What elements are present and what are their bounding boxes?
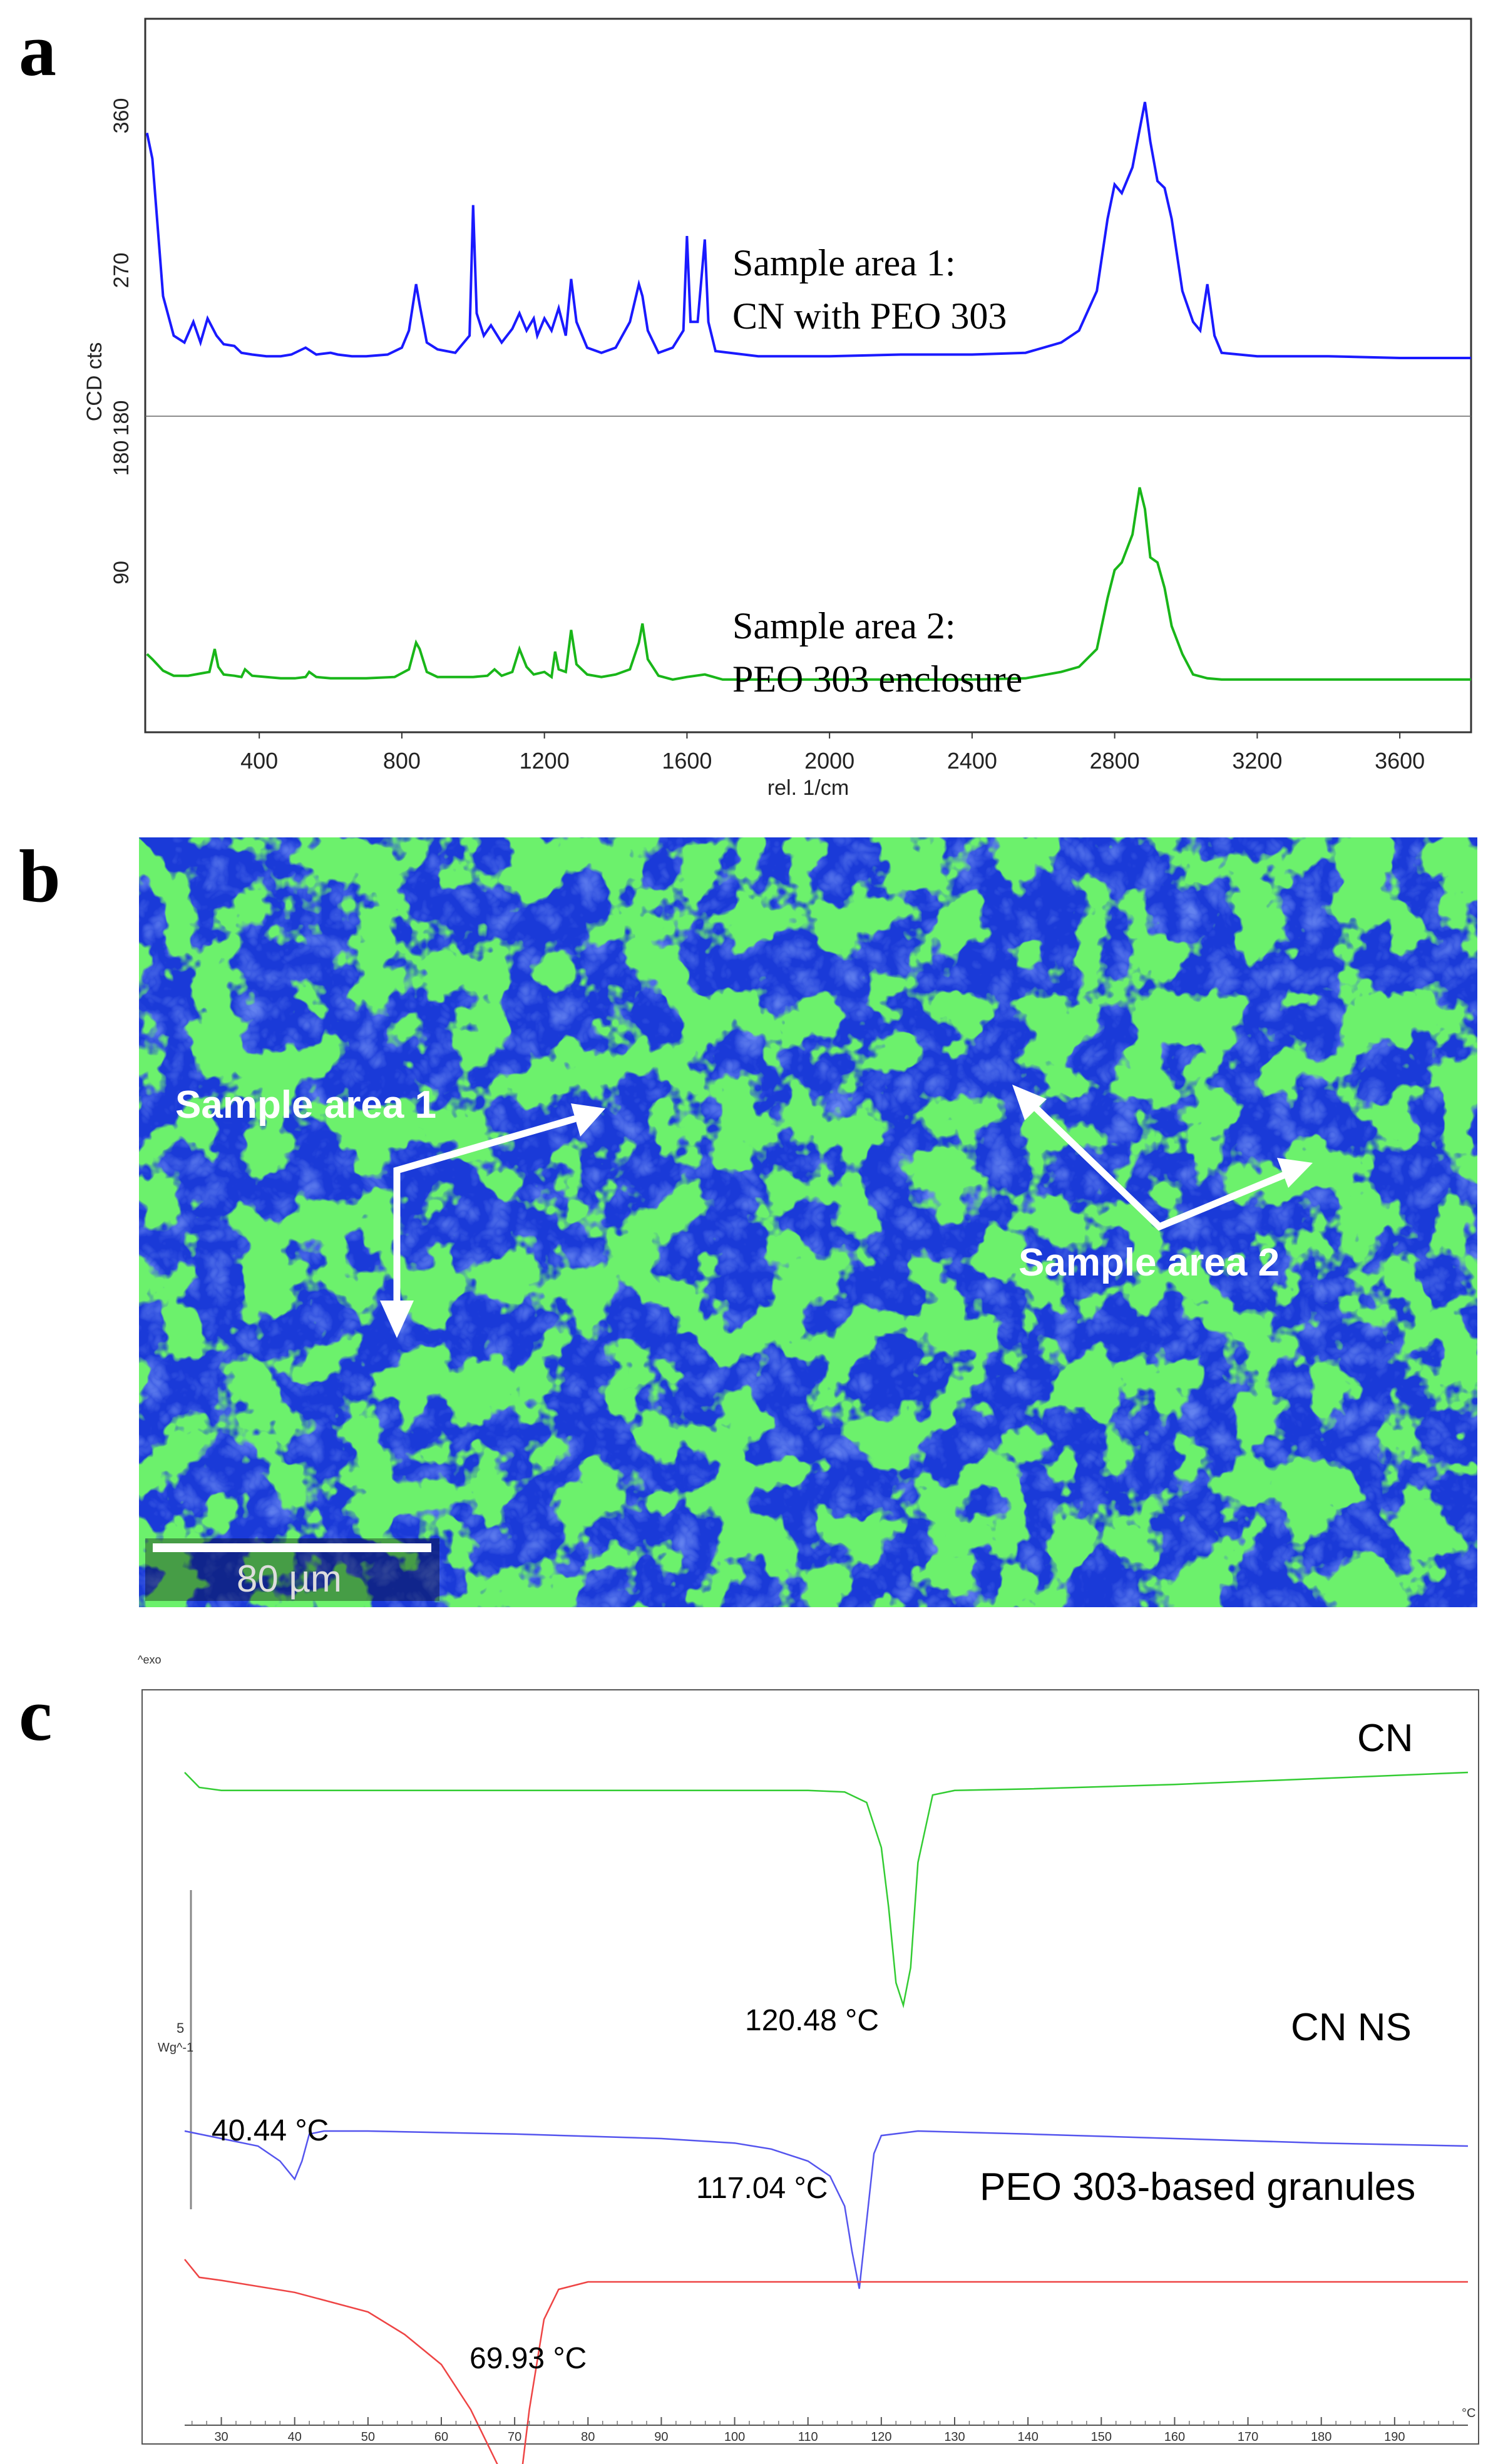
dsc-curve-peo — [184, 2259, 1468, 2464]
raman-xtick-label: 800 — [383, 748, 421, 774]
dsc-peak-peo: 69.93 °C — [469, 2342, 587, 2375]
raman-ylabel: CCD cts — [83, 342, 106, 422]
dsc-xtick-label: 150 — [1091, 2430, 1112, 2444]
raman-label-1-line-2: CN with PEO 303 — [732, 295, 1007, 337]
arrows-sample-area-2 — [1024, 1097, 1295, 1231]
dsc-label-cn-ns: CN NS — [1291, 2006, 1412, 2049]
arrowhead-2a — [1012, 1085, 1047, 1120]
dsc-xtick-label: 120 — [871, 2430, 891, 2444]
raman-xtick-label: 1600 — [662, 748, 712, 774]
dsc-xtick-label: 60 — [434, 2430, 448, 2444]
map-label-sample-area-2: Sample area 2 — [1018, 1241, 1280, 1284]
dsc-xtick-label: 190 — [1384, 2430, 1405, 2444]
dsc-xtick-label: 170 — [1238, 2430, 1258, 2444]
raman-map-image: 80 µm Sample area 1 Sample area 2 — [139, 837, 1477, 1607]
panel-letter-a: a — [19, 8, 56, 91]
scale-bar — [153, 1543, 431, 1552]
dsc-curve-cn-ns — [184, 2130, 1469, 2289]
dsc-chart: ^exo 5 Wg^-1 30 40 50 60 70 80 90 100 110 120 130 1… — [138, 1654, 1479, 2464]
arrows-sample-area-1 — [393, 1115, 578, 1306]
dsc-xtick-label: 140 — [1017, 2430, 1038, 2444]
arrowhead-1a — [571, 1103, 605, 1137]
dsc-exo-label: ^exo — [138, 1654, 161, 1666]
raman-xtick-label: 400 — [240, 748, 278, 774]
raman-xtick-label: 2000 — [804, 748, 854, 774]
dsc-xunit: °C — [1462, 2406, 1475, 2420]
dsc-xtick-label: 130 — [944, 2430, 965, 2444]
dsc-frame — [141, 1689, 1479, 2445]
raman-series-sample-area-1 — [145, 101, 1471, 359]
dsc-scale-unit: Wg^-1 — [158, 2041, 193, 2055]
dsc-xtick-label: 160 — [1164, 2430, 1185, 2444]
raman-xlabel: rel. 1/cm — [767, 776, 849, 800]
panel-letter-b: b — [19, 834, 61, 918]
dsc-scale-value: 5 — [177, 2020, 184, 2036]
map-label-sample-area-1: Sample area 1 — [175, 1083, 436, 1127]
raman-xticks: 400 800 1200 1600 2000 2400 2800 3200 3600 — [240, 732, 1425, 774]
dsc-xticks: 30 40 50 60 70 80 90 100 110 120 130 140 150 160 170 18… — [191, 2417, 1454, 2444]
dsc-xtick-label: 110 — [798, 2430, 818, 2444]
arrowhead-2b — [1277, 1158, 1313, 1188]
raman-series-sample-area-2 — [146, 487, 1471, 681]
dsc-peak-cn: 120.48 °C — [745, 2004, 879, 2037]
raman-xtick-label: 3200 — [1232, 748, 1282, 774]
raman-xtick-label: 2800 — [1090, 748, 1140, 774]
raman-ytick-90: 90 — [110, 561, 133, 585]
scale-bar-label: 80 µm — [237, 1558, 342, 1600]
raman-label-2-line-1: Sample area 2: — [732, 605, 956, 647]
dsc-xtick-label: 40 — [288, 2430, 302, 2444]
raman-xtick-label: 2400 — [947, 748, 997, 774]
raman-xtick-label: 1200 — [520, 748, 570, 774]
raman-frame — [144, 18, 1472, 734]
dsc-xtick-label: 30 — [214, 2430, 228, 2444]
raman-ytick-360: 360 — [110, 98, 133, 134]
dsc-label-cn: CN — [1357, 1717, 1413, 1760]
dsc-xtick-label: 100 — [724, 2430, 745, 2444]
raman-chart: 360 270 180 180 90 CCD cts 400 800 1200 160… — [83, 18, 1472, 800]
dsc-xtick-label: 50 — [361, 2430, 375, 2444]
dsc-label-peo: PEO 303-based granules — [980, 2165, 1415, 2209]
dsc-xtick-label: 70 — [508, 2430, 521, 2444]
dsc-peak-cn-ns-2: 117.04 °C — [696, 2172, 828, 2205]
dsc-xtick-label: 180 — [1311, 2430, 1331, 2444]
arrowhead-1b — [380, 1301, 414, 1338]
raman-ytick-180-bottom: 180 — [110, 441, 133, 476]
raman-xtick-label: 3600 — [1375, 748, 1425, 774]
dsc-peak-cn-ns-1: 40.44 °C — [212, 2114, 329, 2147]
dsc-xtick-label: 80 — [581, 2430, 595, 2444]
raman-label-1-line-1: Sample area 1: — [732, 242, 956, 284]
raman-label-2-line-2: PEO 303 enclosure — [732, 658, 1022, 700]
raman-ytick-180-top: 180 — [110, 401, 133, 436]
dsc-curve-cn — [184, 1771, 1469, 2008]
dsc-xtick-label: 90 — [654, 2430, 668, 2444]
panel-letter-c: c — [19, 1673, 53, 1756]
raman-ytick-270: 270 — [110, 253, 133, 289]
